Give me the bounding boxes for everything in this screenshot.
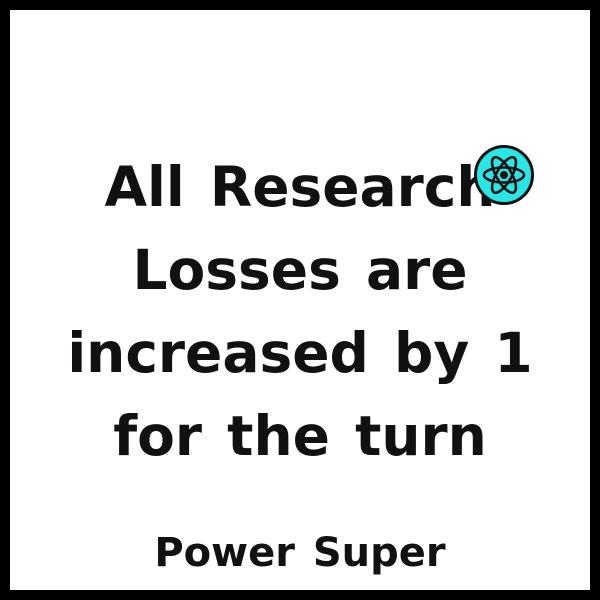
effect-line-2: Losses are (132, 238, 468, 302)
effect-line-3: increased by 1 (67, 321, 533, 385)
effect-line-4: for the turn (113, 404, 487, 468)
card-name: Power Super (154, 530, 446, 576)
effect-line-1: All Research (104, 155, 496, 219)
card-effect-text: All Research Losses are increased by 1 f… (10, 146, 590, 478)
atom-research-icon (474, 145, 534, 205)
